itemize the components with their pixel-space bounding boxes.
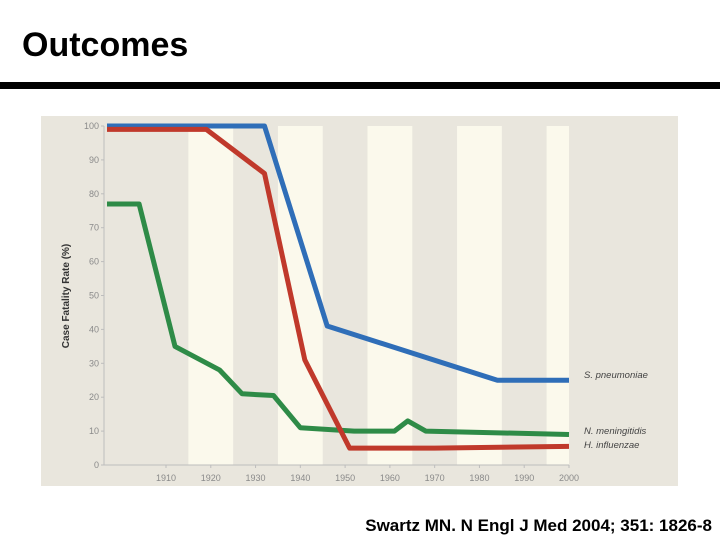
x-tick-label-1920: 1920	[201, 473, 221, 483]
y-tick-label-50: 50	[89, 291, 99, 301]
chart-background	[41, 116, 678, 486]
chart-svg: 0 10 20 30 40 50 60 70 80 90 100 1910 1920 1930 1940 19…	[41, 116, 678, 486]
chart-legend: S. pneumoniae N. meningitidis H. influenza…	[584, 370, 648, 451]
stripe-3	[457, 126, 502, 465]
y-axis-label: Case Fatality Rate (%)	[61, 244, 72, 348]
series-line-0	[107, 123, 569, 383]
x-tick-label-1980: 1980	[469, 473, 489, 483]
y-tick-label-70: 70	[89, 223, 99, 233]
stripe-4	[546, 126, 569, 465]
series-label-2: H. influenzae	[584, 440, 639, 451]
slide-title: Outcomes	[22, 26, 189, 64]
y-tick-label-40: 40	[89, 324, 99, 334]
y-tick-label-10: 10	[89, 426, 99, 436]
y-tick-label-30: 30	[89, 358, 99, 368]
series-label-1: N. meningitidis	[584, 426, 647, 437]
chart-axes: 0 10 20 30 40 50 60 70 80 90 100 1910 1920 1930 1940 19…	[84, 121, 579, 483]
y-tick-label-100: 100	[84, 121, 99, 131]
y-tick-label-20: 20	[89, 392, 99, 402]
chart-series	[107, 123, 570, 451]
citation: Swartz MN. N Engl J Med 2004; 351: 1826-…	[365, 516, 712, 535]
y-tick-label-60: 60	[89, 257, 99, 267]
x-tick-label-1910: 1910	[156, 473, 176, 483]
x-tick-label-2000: 2000	[559, 473, 579, 483]
series-label-0: S. pneumoniae	[584, 370, 648, 381]
y-tick-label-0: 0	[94, 460, 99, 470]
title-divider	[0, 82, 720, 89]
x-tick-label-1950: 1950	[335, 473, 355, 483]
x-tick-label-1960: 1960	[380, 473, 400, 483]
series-line-1	[107, 201, 570, 437]
case-fatality-chart: 0 10 20 30 40 50 60 70 80 90 100 1910 1920 1930 1940 19…	[41, 116, 678, 486]
y-tick-label-80: 80	[89, 189, 99, 199]
x-tick-label-1940: 1940	[290, 473, 310, 483]
stripe-0	[188, 126, 234, 465]
y-tick-label-90: 90	[89, 155, 99, 165]
stripe-2	[367, 126, 413, 465]
x-tick-label-1990: 1990	[514, 473, 534, 483]
x-tick-label-1970: 1970	[425, 473, 445, 483]
x-tick-label-1930: 1930	[246, 473, 266, 483]
series-line-2	[107, 126, 570, 451]
